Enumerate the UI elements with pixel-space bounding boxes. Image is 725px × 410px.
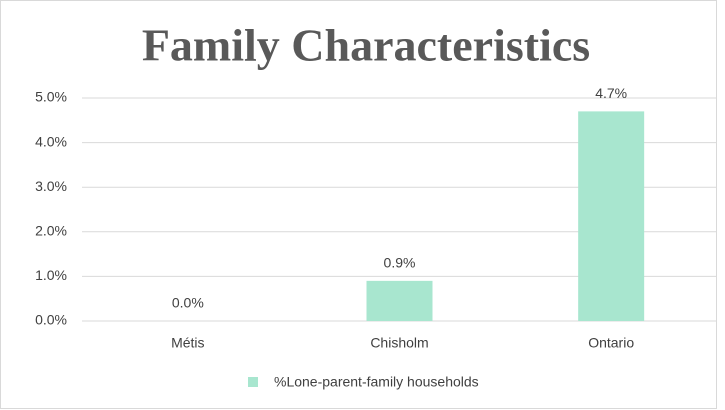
data-label: 4.7% [595,85,627,101]
x-tick-label: Chisholm [370,335,428,351]
chart-title: Family Characteristics [142,20,590,71]
data-label: 0.0% [172,295,204,311]
x-tick-label: Ontario [588,335,634,351]
y-tick-label: 5.0% [35,89,67,105]
x-tick-label: Métis [171,335,204,351]
legend-label: %Lone-parent-family households [274,374,479,390]
y-tick-label: 1.0% [35,267,67,283]
y-tick-label: 2.0% [35,223,67,239]
bar [578,111,645,321]
bar [366,280,433,321]
y-tick-label: 3.0% [35,178,67,194]
legend-swatch [248,377,258,387]
data-label: 0.9% [384,255,416,271]
y-tick-label: 0.0% [35,312,67,328]
y-tick-label: 4.0% [35,133,67,149]
